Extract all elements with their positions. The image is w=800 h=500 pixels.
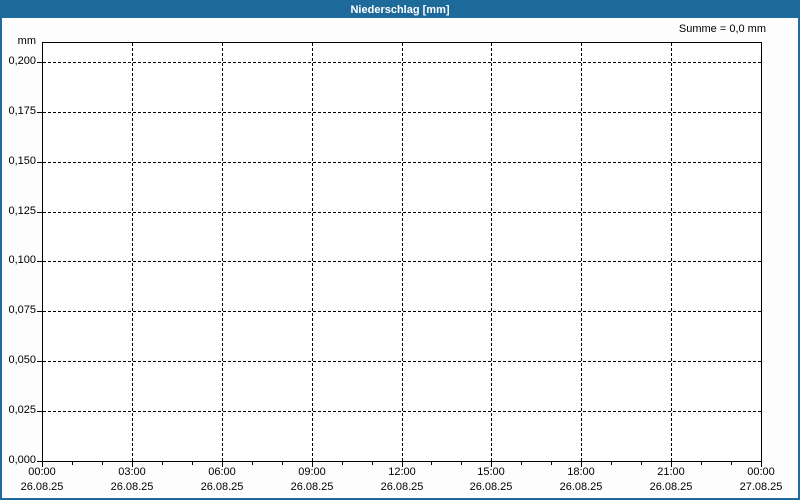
x-tick-major <box>491 462 492 467</box>
x-date-label: 26.08.25 <box>380 481 424 493</box>
x-gridline <box>671 43 672 461</box>
y-tick <box>37 212 42 213</box>
x-gridline <box>132 43 133 461</box>
x-tick-major <box>312 462 313 467</box>
x-time-label: 21:00 <box>657 466 685 478</box>
y-tick <box>37 261 42 262</box>
x-tick-minor <box>611 462 612 465</box>
x-gridline <box>491 43 492 461</box>
x-tick-minor <box>551 462 552 465</box>
x-tick-minor <box>102 462 103 465</box>
y-tick-label: 0,175 <box>8 105 36 117</box>
x-time-label: 18:00 <box>567 466 595 478</box>
x-time-label: 03:00 <box>118 466 146 478</box>
x-tick-minor <box>72 462 73 465</box>
x-time-label: 12:00 <box>388 466 416 478</box>
sum-annotation: Summe = 0,0 mm <box>678 23 766 35</box>
y-axis-unit-label: mm <box>17 35 36 47</box>
x-gridline <box>312 43 313 461</box>
x-date-label: 26.08.25 <box>559 481 603 493</box>
x-tick-major <box>581 462 582 467</box>
x-tick-minor <box>731 462 732 465</box>
x-tick-major <box>222 462 223 467</box>
x-gridline <box>402 43 403 461</box>
y-tick-label: 0,150 <box>8 155 36 167</box>
x-tick-minor <box>162 462 163 465</box>
x-tick-minor <box>282 462 283 465</box>
chart-title: Niederschlag [mm] <box>350 4 450 16</box>
plot-area <box>37 42 762 467</box>
x-tick-minor <box>192 462 193 465</box>
y-tick <box>37 361 42 362</box>
y-tick <box>37 112 42 113</box>
x-tick-minor <box>431 462 432 465</box>
x-time-label: 15:00 <box>477 466 505 478</box>
y-tick <box>37 461 42 462</box>
x-time-label: 00:00 <box>747 466 775 478</box>
x-tick-minor <box>641 462 642 465</box>
x-tick-major <box>42 462 43 467</box>
x-date-label: 26.08.25 <box>649 481 693 493</box>
x-tick-minor <box>521 462 522 465</box>
y-tick <box>37 311 42 312</box>
x-time-label: 06:00 <box>208 466 236 478</box>
y-tick-label: 0,075 <box>8 304 36 316</box>
title-bar: Niederschlag [mm] <box>2 2 798 18</box>
x-tick-minor <box>701 462 702 465</box>
y-tick <box>37 162 42 163</box>
x-tick-major <box>761 462 762 467</box>
x-tick-major <box>671 462 672 467</box>
y-tick-label: 0,025 <box>8 404 36 416</box>
x-tick-minor <box>372 462 373 465</box>
y-tick-label: 0,100 <box>8 254 36 266</box>
x-tick-major <box>402 462 403 467</box>
y-tick-label: 0,050 <box>8 354 36 366</box>
x-tick-minor <box>461 462 462 465</box>
x-date-label: 27.08.25 <box>739 481 783 493</box>
x-date-label: 26.08.25 <box>200 481 244 493</box>
x-gridline <box>581 43 582 461</box>
x-date-label: 26.08.25 <box>290 481 334 493</box>
y-tick-label: 0,200 <box>8 55 36 67</box>
y-tick <box>37 411 42 412</box>
y-tick-label: 0,125 <box>8 205 36 217</box>
y-tick <box>37 62 42 63</box>
x-tick-minor <box>342 462 343 465</box>
x-tick-major <box>132 462 133 467</box>
x-time-label: 00:00 <box>28 466 56 478</box>
x-date-label: 26.08.25 <box>469 481 513 493</box>
y-tick-label: 0,000 <box>8 454 36 466</box>
plot-border <box>42 42 762 462</box>
x-date-label: 26.08.25 <box>20 481 64 493</box>
x-tick-minor <box>252 462 253 465</box>
x-time-label: 09:00 <box>298 466 326 478</box>
x-gridline <box>222 43 223 461</box>
x-date-label: 26.08.25 <box>110 481 154 493</box>
